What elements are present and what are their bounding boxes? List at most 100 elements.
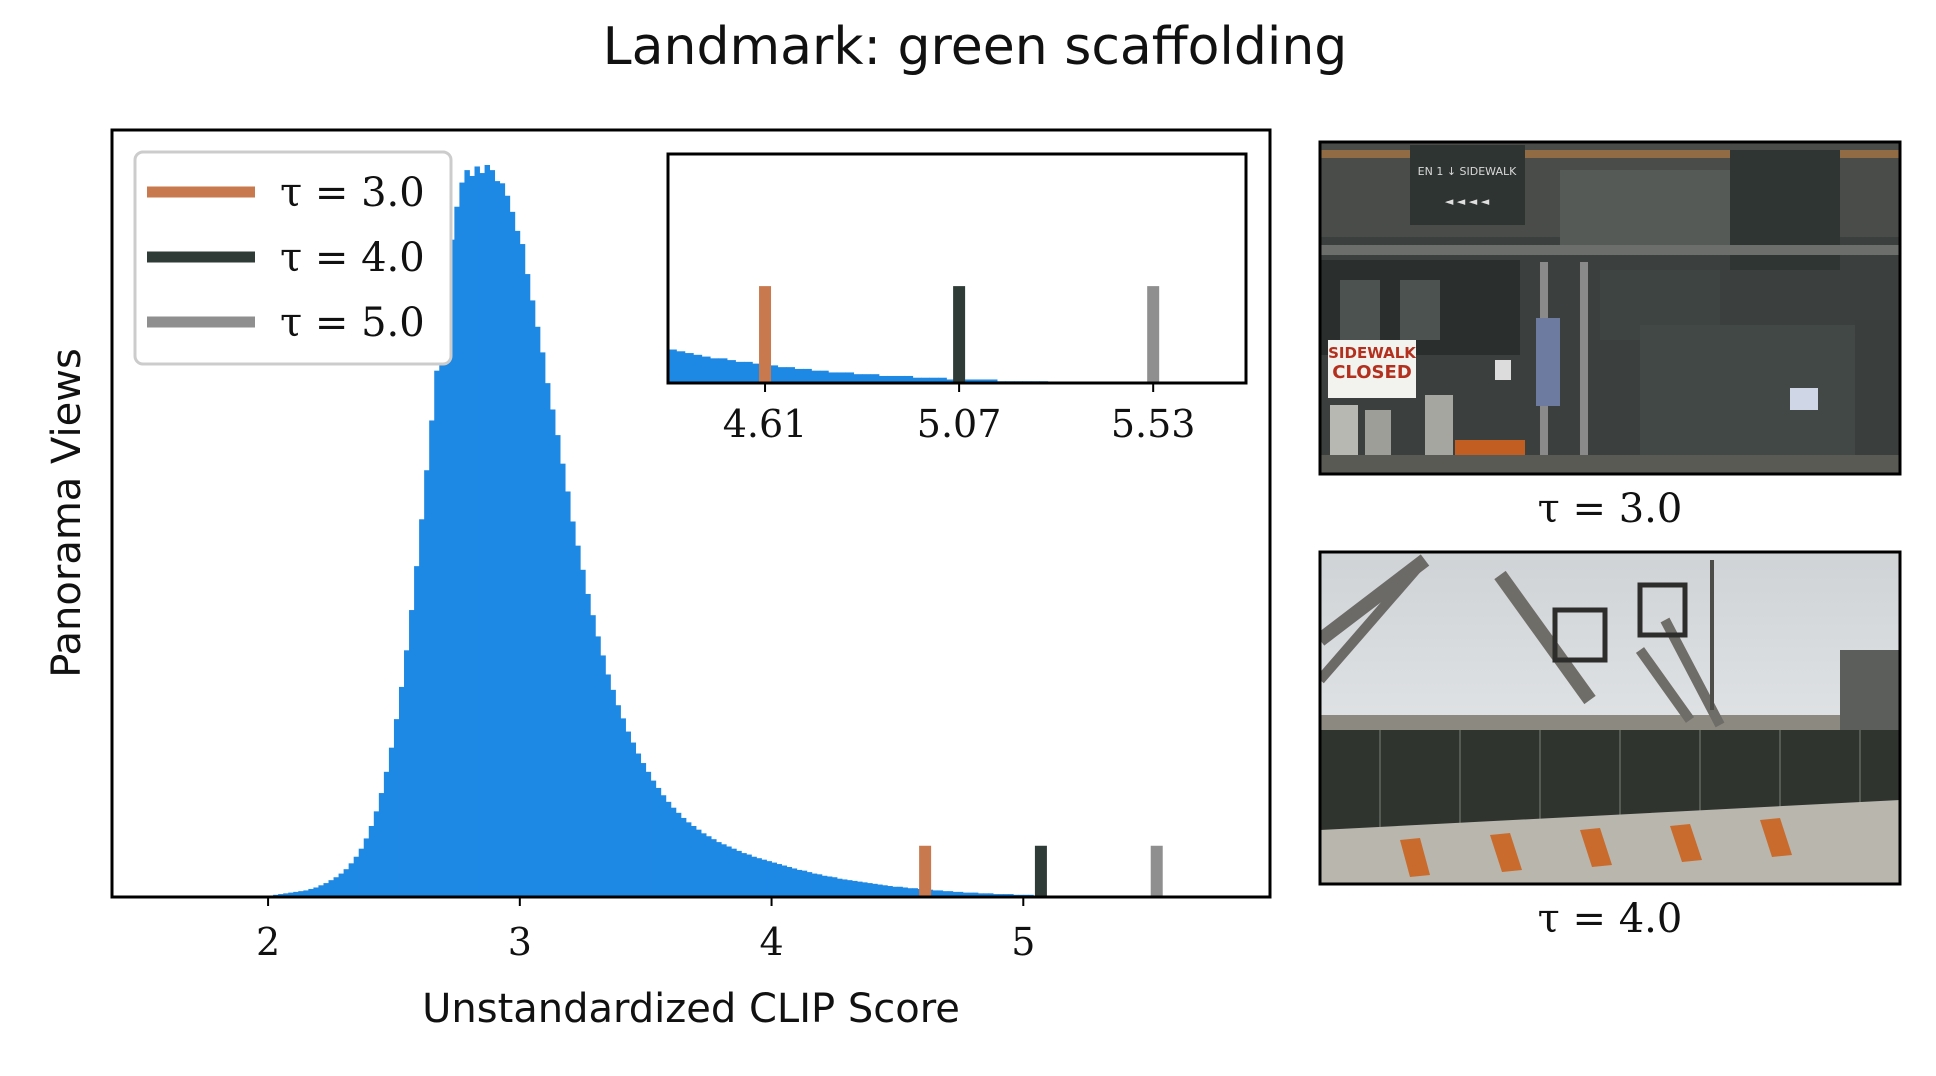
histogram-bar [902,887,908,897]
example-image-tau-4: τ = 4.0 [1318,550,1902,942]
inset-bar [803,368,812,383]
histogram-bar [887,886,893,897]
histogram-bar [444,278,450,898]
inset-bar [693,354,703,383]
histogram-bar [580,569,586,897]
legend-label: τ = 3.0 [280,170,425,216]
histogram-bar [625,731,631,897]
histogram-bar [358,848,365,897]
histogram-bar [988,893,994,897]
histogram-bar [373,811,380,897]
inset-bar [887,375,897,383]
histogram-bar [766,861,772,897]
histogram-bar [353,856,360,897]
histogram-bar [313,887,319,897]
chart-title: Landmark: green scaffolding [603,17,1348,77]
inset-bar [676,351,686,383]
histogram-bar [781,865,788,897]
histogram-bar [675,812,682,897]
inset-bar [946,379,956,383]
histogram-bar [842,879,848,897]
histogram-bar [343,869,350,897]
legend-label: τ = 4.0 [280,235,425,281]
inset-bar [828,372,838,383]
inset-x-tick-label: 4.61 [723,402,808,446]
inset-bar [938,377,947,383]
histogram-bar [539,352,546,898]
x-tick-label: 5 [1011,920,1035,964]
x-ticks: 2 3 4 5 [256,897,1035,964]
y-axis-label: Panorama Views [44,348,90,678]
histogram-bar [419,519,425,897]
histogram-bar [706,836,712,897]
histogram-bar [449,239,455,897]
inset-bar [668,349,677,383]
histogram-bar [635,753,642,897]
histogram-bar [831,877,838,897]
x-axis-label: Unstandardized CLIP Score [422,986,960,1032]
histogram-bar [429,420,435,897]
inset-bar [811,370,821,383]
histogram-bar [504,195,511,897]
inset-bar [701,356,711,383]
inset-bar [845,372,855,383]
histogram-bar [721,844,727,897]
histogram-bar [348,863,355,897]
inset-bar [777,367,787,383]
histogram-bar [555,435,561,897]
inset-bar [769,365,779,383]
histogram-bar [852,880,858,897]
inset-bar [904,375,914,383]
histogram-bar [509,211,516,897]
histogram-bar [363,838,370,897]
histogram-bar [696,829,702,897]
legend-box [133,150,453,366]
inset-axes-frame [666,152,1248,385]
histogram-bar [952,891,959,897]
histogram-bar [570,521,576,897]
histogram-bar [691,825,697,897]
histogram-bar [932,890,939,897]
histogram-bar [806,872,813,897]
histogram-bar [947,891,954,897]
histogram-bar [434,370,440,897]
legend: τ = 3.0 τ = 4.0 τ = 5.0 [133,150,453,366]
histogram-bar [796,869,803,897]
histogram-bar [469,175,475,898]
histogram-bar [751,856,757,897]
svg-text:EN 1 ↓ SIDEWALK: EN 1 ↓ SIDEWALK [1418,165,1517,178]
histogram-bar [454,206,460,897]
histogram-bar [565,491,571,897]
histogram-bar [388,747,395,897]
histogram-bar [464,170,470,897]
histogram-bar [288,892,294,897]
inset-bar [870,374,880,383]
inset-bar [710,358,720,383]
inset-bar [752,363,762,383]
histogram-bar [701,833,707,897]
example-image-tau-3: EN 1 ↓ SIDEWALK ◄ ◄ ◄ ◄ SIDEWALK CLOSED [1318,140,1902,532]
histogram-bar [716,842,722,897]
histogram-bar [897,886,903,897]
histogram-bar [283,893,289,897]
histogram-bar [746,854,752,897]
histogram-bar [524,274,531,897]
histogram-bar [615,705,621,897]
inset-bar [794,368,804,383]
histogram-bar [816,874,823,897]
inset-bar [718,358,728,383]
histogram-bars [258,165,1095,898]
histogram-bar [872,883,878,897]
histogram-bar [977,893,984,897]
histogram-bar [605,674,611,897]
inset-threshold-marker [759,286,772,383]
histogram-bar [620,718,626,897]
histogram-bar [660,795,667,897]
boom-lift-photo [1320,552,1900,884]
histogram-bar [424,470,430,897]
histogram-bar [393,719,400,897]
example-2-frame [1318,550,1902,886]
histogram-bar [771,862,777,897]
histogram-bar [761,859,767,897]
